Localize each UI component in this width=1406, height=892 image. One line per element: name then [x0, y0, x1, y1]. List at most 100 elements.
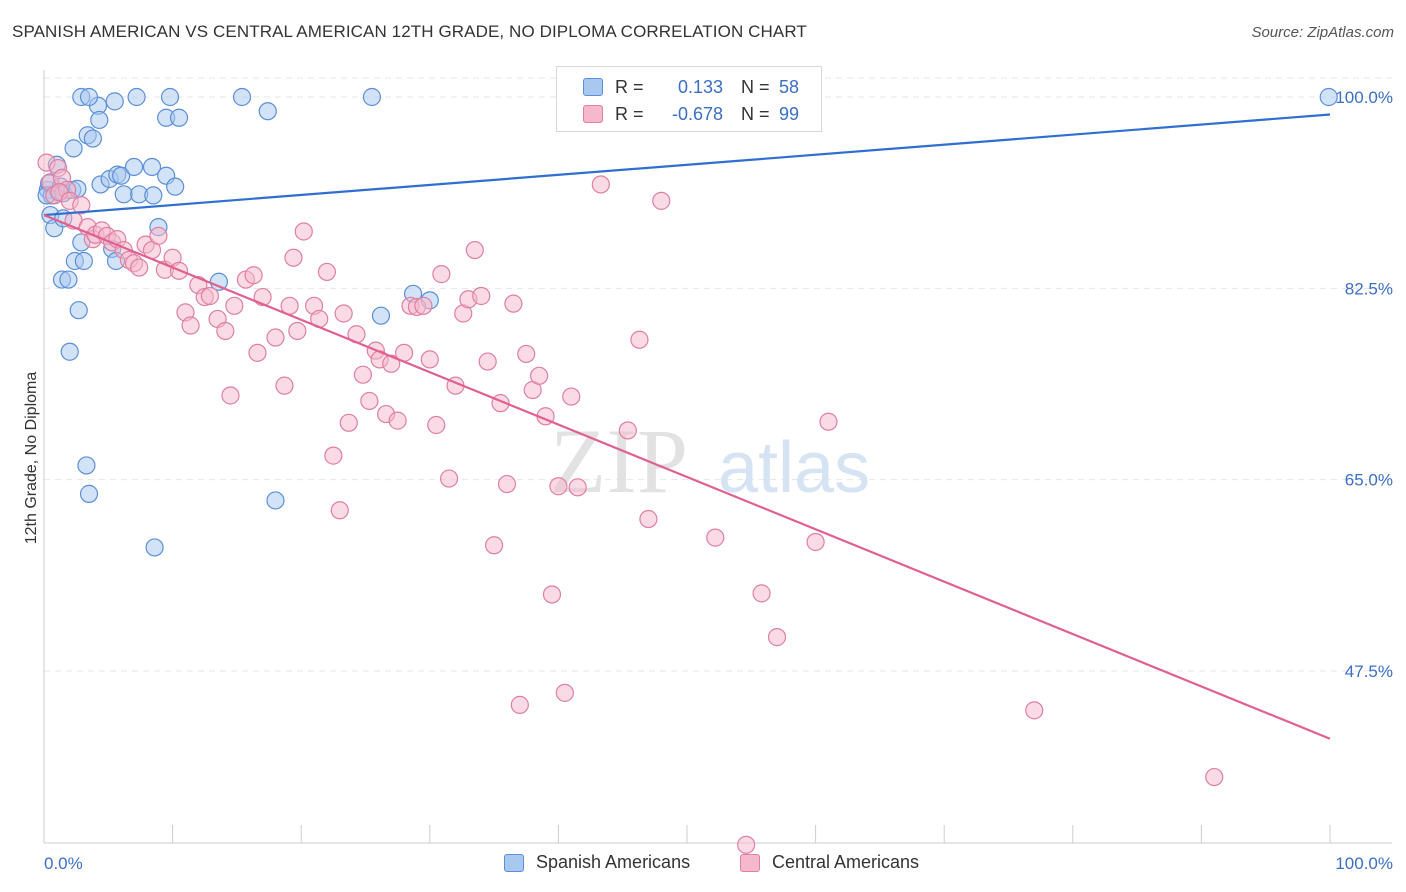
spanish-americans-point — [105, 92, 124, 111]
central-americans-point — [72, 196, 91, 215]
trend-line-central-americans — [43, 214, 1331, 740]
spanish-americans-point — [169, 108, 189, 127]
legend-item-spanish-americans[interactable]: Spanish Americans — [504, 852, 690, 873]
central-americans-point — [806, 532, 825, 552]
trend-line-spanish-americans — [43, 113, 1331, 217]
watermark-atlas: atlas — [718, 428, 870, 508]
legend-item-central-americans[interactable]: Central Americans — [740, 852, 919, 873]
tick-labels: 47.5% 65.0% 82.5% 100.0% 0.0% 100.0% — [44, 88, 1393, 873]
legend-swatch-pink — [583, 105, 603, 123]
central-americans-point — [510, 695, 529, 714]
spanish-americans-point — [83, 129, 102, 148]
series-central-americans — [37, 153, 1224, 854]
central-americans-point — [542, 585, 562, 604]
central-americans-point — [497, 474, 517, 494]
spanish-americans-point — [112, 166, 131, 185]
central-americans-point — [618, 421, 637, 440]
central-americans-point — [427, 415, 446, 435]
central-americans-point — [244, 266, 263, 285]
central-americans-point — [294, 222, 313, 241]
legend-n-value-blue: 58 — [779, 76, 800, 97]
spanish-americans-point — [60, 342, 79, 361]
spanish-americans-point — [59, 270, 78, 289]
central-americans-point — [478, 352, 497, 371]
central-americans-point — [432, 265, 451, 284]
central-americans-point — [752, 584, 771, 603]
legend-swatch-blue — [583, 78, 603, 96]
central-americans-point — [324, 446, 343, 465]
spanish-americans-point — [64, 139, 83, 158]
central-americans-point — [1205, 767, 1224, 787]
central-americans-point — [275, 376, 294, 395]
spanish-americans-point — [69, 301, 88, 320]
spanish-americans-point — [142, 157, 162, 177]
central-americans-point — [225, 296, 244, 315]
legend-n-label: N = — [741, 76, 770, 97]
central-americans-point — [360, 391, 379, 411]
grid-lines — [44, 77, 1392, 672]
y-tick-label: 47.5% — [1345, 662, 1393, 681]
central-americans-point — [737, 835, 756, 854]
spanish-americans-point — [266, 491, 285, 510]
central-americans-point — [439, 469, 459, 488]
spanish-americans-point — [145, 538, 164, 557]
spanish-americans-point — [371, 306, 391, 325]
spanish-americans-point — [77, 456, 96, 475]
y-tick-label: 82.5% — [1345, 279, 1393, 298]
central-americans-point — [339, 413, 358, 432]
central-americans-point — [221, 386, 240, 405]
spanish-americans-point — [74, 251, 93, 271]
central-americans-point — [334, 304, 353, 323]
legend-r-label: R = — [615, 76, 644, 97]
legend-r-value-pink: -0.678 — [671, 103, 723, 124]
correlation-legend: R = 0.133 N = 58 R = -0.678 N = 99 — [556, 66, 822, 132]
central-americans-point — [248, 343, 267, 362]
central-americans-point — [216, 321, 235, 341]
central-americans-point — [568, 478, 587, 497]
central-americans-point — [517, 344, 536, 364]
spanish-americans-point — [144, 186, 163, 205]
watermark: ZIP atlas — [550, 410, 870, 512]
central-americans-point — [549, 477, 568, 496]
central-americans-point — [639, 509, 658, 529]
central-americans-point — [200, 286, 219, 306]
legend-label-spanish-americans: Spanish Americans — [536, 852, 691, 872]
spanish-americans-point — [90, 110, 109, 130]
central-americans-point — [388, 411, 407, 430]
spanish-americans-point — [166, 177, 185, 196]
central-americans-point — [266, 328, 285, 347]
spanish-americans-point — [258, 102, 277, 121]
central-americans-point — [652, 191, 671, 210]
central-americans-point — [130, 258, 149, 277]
watermark-zip: ZIP — [550, 410, 688, 512]
central-americans-point — [485, 536, 504, 555]
legend-row-blue: R = 0.133 N = 58 — [583, 75, 819, 99]
spanish-americans-point — [79, 484, 99, 503]
legend-n-value-pink: 99 — [779, 103, 800, 124]
central-americans-point — [530, 366, 549, 385]
central-americans-point — [420, 350, 439, 369]
spanish-americans-point — [362, 87, 382, 107]
spanish-americans-point — [124, 157, 144, 177]
central-americans-point — [472, 286, 491, 306]
legend-r-value-blue: 0.133 — [677, 76, 723, 97]
x-tick-label: 0.0% — [44, 854, 83, 873]
central-americans-point — [630, 330, 649, 349]
central-americans-point — [819, 412, 838, 431]
central-americans-point — [414, 296, 433, 315]
trend-lines — [43, 113, 1331, 740]
central-americans-point — [555, 683, 574, 702]
central-americans-point — [706, 528, 725, 547]
series-legend: Spanish Americans Central Americans — [0, 852, 1406, 878]
legend-label-central-americans: Central Americans — [772, 852, 920, 872]
central-americans-point — [465, 240, 484, 260]
spanish-americans-point — [114, 185, 133, 204]
spanish-americans-point — [79, 87, 99, 107]
central-americans-point — [317, 262, 337, 282]
y-tick-label: 65.0% — [1345, 471, 1393, 490]
central-americans-point — [591, 175, 610, 194]
spanish-americans-point — [127, 87, 146, 107]
legend-swatch-blue — [504, 853, 524, 872]
central-americans-point — [284, 248, 303, 267]
